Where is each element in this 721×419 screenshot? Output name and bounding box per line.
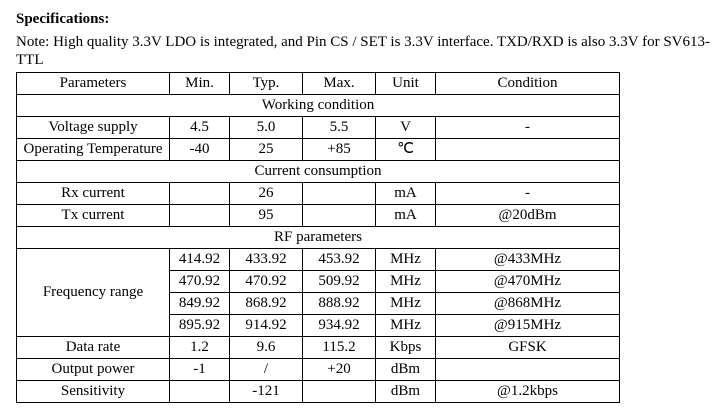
min-cell: -1 [169,358,230,381]
unit-cell: Kbps [375,336,436,359]
table-row: Operating Temperature -40 25 +85 ℃ [16,138,620,161]
condition-cell: @433MHz [435,248,620,271]
table-row: Sensitivity -121 dBm @1.2kbps [16,380,620,403]
section-row: RF parameters [16,226,620,249]
table-row: Tx current 95 mA @20dBm [16,204,620,227]
unit-cell: mA [375,204,436,227]
condition-cell: GFSK [435,336,620,359]
param-cell: Tx current [16,204,170,227]
typ-cell: 26 [229,182,303,205]
min-cell: 470.92 [169,270,230,293]
unit-cell: MHz [375,314,436,337]
unit-cell: MHz [375,248,436,271]
unit-cell: MHz [375,292,436,315]
header-unit: Unit [375,72,436,95]
max-cell: 888.92 [302,292,376,315]
param-cell: Operating Temperature [16,138,170,161]
condition-cell: @915MHz [435,314,620,337]
header-min: Min. [169,72,230,95]
condition-cell: @868MHz [435,292,620,315]
param-cell: Output power [16,358,170,381]
unit-cell: MHz [375,270,436,293]
max-cell: 5.5 [302,116,376,139]
condition-cell: - [435,182,620,205]
typ-cell: -121 [229,380,303,403]
unit-cell: ℃ [375,138,436,161]
max-cell [302,182,376,205]
table-row: Rx current 26 mA - [16,182,620,205]
min-cell [169,182,230,205]
section-row: Working condition [16,94,620,117]
max-cell: +85 [302,138,376,161]
max-cell [302,204,376,227]
condition-cell [435,138,620,161]
param-cell: Data rate [16,336,170,359]
table-row: 470.92 470.92 509.92 MHz @470MHz [17,270,620,293]
table-row: Frequency range 414.92 433.92 453.92 MHz… [16,248,620,337]
min-cell [169,380,230,403]
section-current-consumption: Current consumption [16,160,620,183]
header-parameters: Parameters [16,72,170,95]
min-cell [169,204,230,227]
param-cell: Rx current [16,182,170,205]
min-cell: 849.92 [169,292,230,315]
typ-cell: 868.92 [229,292,303,315]
section-working-condition: Working condition [16,94,620,117]
min-cell: 895.92 [169,314,230,337]
table-header-row: Parameters Min. Typ. Max. Unit Condition [16,72,620,95]
max-cell: 934.92 [302,314,376,337]
max-cell: 453.92 [302,248,376,271]
typ-cell: 470.92 [229,270,303,293]
condition-cell: @1.2kbps [435,380,620,403]
unit-cell: V [375,116,436,139]
condition-cell: - [435,116,620,139]
condition-cell [435,358,620,381]
typ-cell: / [229,358,303,381]
header-max: Max. [302,72,376,95]
header-typ: Typ. [229,72,303,95]
min-cell: 1.2 [169,336,230,359]
param-cell: Voltage supply [16,116,170,139]
max-cell: +20 [302,358,376,381]
typ-cell: 9.6 [229,336,303,359]
param-cell: Sensitivity [16,380,170,403]
min-cell: 414.92 [169,248,230,271]
page-heading: Specifications: [16,11,110,27]
max-cell: 115.2 [302,336,376,359]
table-row: Output power -1 / +20 dBm [16,358,620,381]
spec-table: Parameters Min. Typ. Max. Unit Condition… [16,72,620,403]
header-condition: Condition [435,72,620,95]
table-row: Voltage supply 4.5 5.0 5.5 V - [16,116,620,139]
condition-cell: @470MHz [435,270,620,293]
typ-cell: 5.0 [229,116,303,139]
condition-cell: @20dBm [435,204,620,227]
table-row: Data rate 1.2 9.6 115.2 Kbps GFSK [16,336,620,359]
section-row: Current consumption [16,160,620,183]
typ-cell: 95 [229,204,303,227]
typ-cell: 914.92 [229,314,303,337]
max-cell: 509.92 [302,270,376,293]
section-rf-parameters: RF parameters [16,226,620,249]
unit-cell: dBm [375,358,436,381]
table-row: 895.92 914.92 934.92 MHz @915MHz [17,314,620,337]
min-cell: 4.5 [169,116,230,139]
typ-cell: 25 [229,138,303,161]
spec-note: Note: High quality 3.3V LDO is integrate… [16,34,710,68]
unit-cell: mA [375,182,436,205]
max-cell [302,380,376,403]
param-cell-frequency-range: Frequency range [16,248,170,337]
min-cell: -40 [169,138,230,161]
unit-cell: dBm [375,380,436,403]
typ-cell: 433.92 [229,248,303,271]
